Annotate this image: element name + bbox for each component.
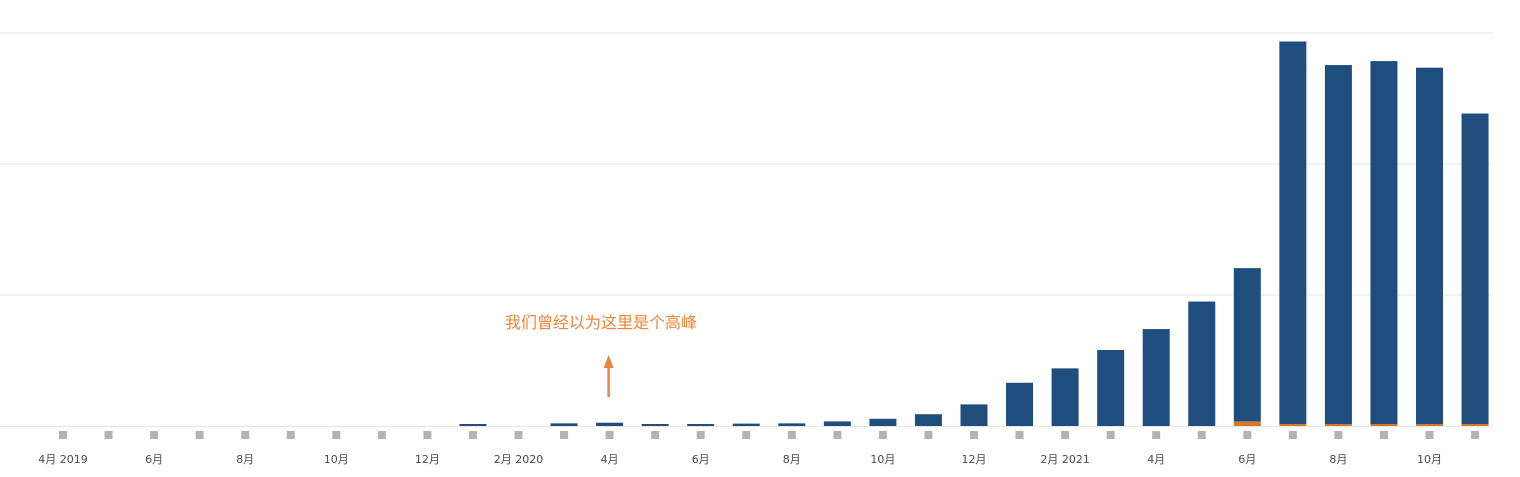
x-marker-2020-08 <box>787 431 796 439</box>
x-marker-2020-11 <box>924 431 933 439</box>
x-tick-label: 2月 2021 <box>1040 453 1090 466</box>
bar-primary-2020-03 <box>550 423 578 426</box>
x-marker-2019-08 <box>241 431 250 439</box>
x-marker-2020-04 <box>605 431 614 439</box>
x-tick-label: 2月 2020 <box>494 453 544 466</box>
x-marker-2020-07 <box>742 431 751 439</box>
x-marker-2020-02 <box>514 431 523 439</box>
x-markers <box>59 431 1480 439</box>
x-marker-2020-03 <box>560 431 569 439</box>
bar-secondary-2021-10 <box>1416 424 1443 426</box>
bar-primary-2020-10 <box>869 418 897 426</box>
x-marker-2020-10 <box>878 431 887 439</box>
x-marker-2021-07 <box>1288 431 1297 439</box>
x-marker-2021-05 <box>1197 431 1206 439</box>
bar-primary-2020-12 <box>960 404 988 426</box>
x-marker-2020-09 <box>833 431 842 439</box>
bar-primary-2021-10 <box>1416 67 1443 425</box>
x-tick-label: 6月 <box>145 453 163 466</box>
x-tick-label: 10月 <box>870 453 895 466</box>
x-marker-2021-02 <box>1061 431 1070 439</box>
x-marker-2020-06 <box>696 431 705 439</box>
x-marker-2021-10 <box>1425 431 1434 439</box>
x-tick-labels: 4月 2019 6月 8月 10月 12月 2月 2020 4月 6月 8月 10月 12月 2月 2… <box>38 453 1442 466</box>
bar-primary-2021-06 <box>1233 268 1261 422</box>
x-tick-label: 10月 <box>324 453 349 466</box>
x-marker-2019-09 <box>286 431 295 439</box>
bar-primary-2021-08 <box>1324 65 1352 424</box>
x-marker-2019-07 <box>195 431 204 439</box>
x-marker-2021-03 <box>1106 431 1115 439</box>
bar-primary-2020-04 <box>596 422 624 426</box>
bar-primary-2021-01 <box>1006 382 1034 426</box>
bar-primary-2020-06 <box>687 424 715 426</box>
x-marker-2021-11 <box>1471 431 1480 439</box>
bar-primary-2020-11 <box>914 414 942 426</box>
grid-lines <box>0 32 1493 427</box>
annotation-arrow-head <box>603 355 614 368</box>
x-tick-label: 12月 <box>415 453 440 466</box>
bar-primary-2021-05 <box>1188 301 1216 426</box>
x-tick-label: 4月 <box>1147 453 1165 466</box>
x-tick-label: 8月 <box>783 453 801 466</box>
bar-secondary-2021-06 <box>1233 421 1261 426</box>
bar-primary-2020-09 <box>823 421 851 426</box>
x-marker-2019-12 <box>423 431 432 439</box>
x-tick-label: 10月 <box>1417 453 1442 466</box>
x-tick-label: 8月 <box>1329 453 1347 466</box>
x-tick-label: 4月 2019 <box>38 453 88 466</box>
bar-secondary-2021-09 <box>1370 424 1398 426</box>
x-tick-label: 4月 <box>601 453 619 466</box>
x-marker-2019-10 <box>332 431 341 439</box>
bar-primary-2021-04 <box>1142 329 1170 426</box>
x-marker-2019-06 <box>150 431 159 439</box>
x-marker-2021-01 <box>1015 431 1024 439</box>
x-tick-label: 8月 <box>236 453 254 466</box>
bar-primary-2020-08 <box>778 423 806 426</box>
x-marker-2021-09 <box>1379 431 1388 439</box>
x-tick-label: 6月 <box>1238 453 1256 466</box>
x-marker-2019-04 <box>59 431 67 439</box>
annotation: 我们曾经以为这里是个高峰 <box>505 313 697 397</box>
bar-primary-2021-07 <box>1279 41 1307 424</box>
bar-secondary-2021-08 <box>1324 424 1352 426</box>
x-marker-2019-11 <box>377 431 386 439</box>
bar-secondary-2021-11 <box>1461 424 1489 426</box>
bar-primary-2020-07 <box>732 423 760 426</box>
bar-primary-2020-05 <box>641 424 669 426</box>
x-marker-2021-08 <box>1334 431 1343 439</box>
bar-primary-2021-11 <box>1461 113 1489 424</box>
bar-primary-2021-02 <box>1051 368 1079 426</box>
x-tick-label: 6月 <box>692 453 710 466</box>
annotation-text: 我们曾经以为这里是个高峰 <box>505 313 697 332</box>
bar-primary-2021-09 <box>1370 61 1398 424</box>
x-marker-2019-05 <box>104 431 113 439</box>
bars <box>459 41 1489 426</box>
x-marker-2020-12 <box>970 431 978 439</box>
x-marker-2020-05 <box>651 431 660 439</box>
bar-primary-2020-01 <box>459 424 487 426</box>
x-tick-label: 12月 <box>962 453 987 466</box>
x-marker-2021-06 <box>1243 431 1252 439</box>
x-marker-2021-04 <box>1152 431 1161 439</box>
x-marker-2020-01 <box>468 431 477 439</box>
bar-primary-2021-03 <box>1097 350 1125 426</box>
bar-secondary-2021-07 <box>1279 424 1307 426</box>
